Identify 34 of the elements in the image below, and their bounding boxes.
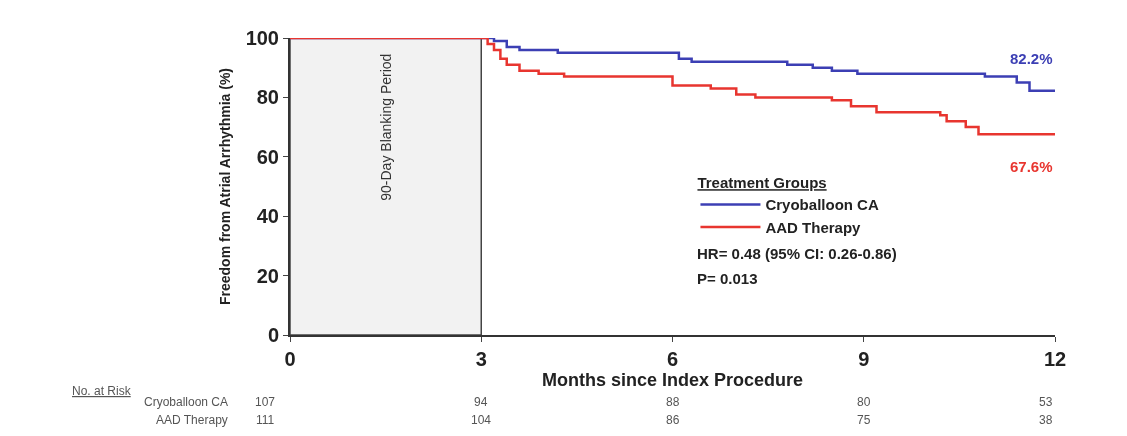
y-tick-label: 60 [256,145,279,168]
annotation: 82.2% [1010,50,1053,67]
x-tick-label: 0 [284,348,296,370]
y-tick-label: 80 [256,86,279,109]
y-tick-label: 100 [245,27,279,49]
y-tick-label: 40 [256,205,279,228]
annotation: HR= 0.48 (95% CI: 0.26-0.86) [697,245,897,262]
text: 107 [255,395,276,409]
x-axis-title: Months since Index Procedure [541,370,804,390]
legend-label: AAD Therapy [765,218,862,236]
legend-label: Cryoballoon CA [765,196,879,214]
annotation: 67.6% [1010,158,1053,175]
y-tick-label: 20 [256,264,279,287]
text: 80 [857,395,871,409]
text: 53 [1039,395,1053,409]
text: 88 [666,395,680,409]
legend-title: Treatment Groups [697,174,827,192]
text: 38 [1039,413,1053,427]
y-axis-title: Freedom from Atrial Arrhythmia (%) [216,68,233,305]
text: 94 [474,395,488,409]
text: 111 [256,413,275,427]
text: 104 [471,413,492,427]
band-label: 90-Day Blanking Period [377,53,394,201]
x-tick-label: 6 [666,348,679,370]
x-tick-label: 12 [1043,348,1067,370]
x-tick-label: 9 [858,348,870,370]
text: No. at Risk [72,384,132,398]
y-tick-label: 0 [267,324,279,346]
text: AAD Therapy [156,413,228,427]
text: 86 [666,413,680,427]
text: 75 [857,413,871,427]
text: Cryoballoon CA [144,395,229,409]
annotation: P= 0.013 [697,270,758,287]
x-tick-label: 3 [475,348,487,370]
